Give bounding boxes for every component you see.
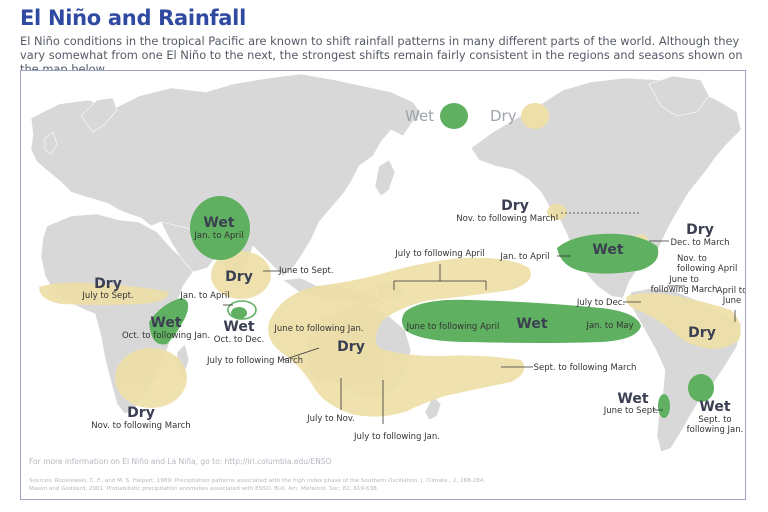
dry-area-india: [211, 251, 271, 299]
label-usa-south-wet-season-right-2: following April: [677, 264, 737, 274]
map-frame: Wet Dry Dry July to Sept. Wet Jan. to Ap…: [20, 70, 746, 500]
label-argentina-wet-season-2: following Jan.: [687, 425, 744, 435]
dry-area-indonesia-australia: [268, 257, 531, 417]
legend-dry-swatch: [521, 103, 549, 129]
wet-area-chile: [658, 394, 670, 418]
label-brazil-dry-season-2: June: [722, 296, 742, 306]
label-central-asia-wet-season: Jan. to April: [193, 231, 243, 241]
wet-area-east-africa: [149, 298, 189, 345]
label-usa-east-dry-season: Dec. to March: [671, 238, 730, 248]
label-usa-east-dry: Dry: [686, 222, 714, 238]
label-pacific-north-dry-season: July to following April: [394, 249, 485, 259]
label-usa-northwest-dry-season: Nov. to following March: [456, 214, 555, 224]
map: Wet Dry Dry July to Sept. Wet Jan. to Ap…: [29, 73, 745, 492]
legend: Wet Dry: [405, 103, 549, 129]
label-chile-wet: Wet: [617, 391, 648, 407]
label-chile-wet-season: June to Sept.: [603, 406, 659, 416]
label-south-india-wet: Wet: [223, 319, 254, 335]
label-indonesia-dry-season: June to following Jan.: [273, 324, 363, 334]
land-uk: [44, 131, 58, 155]
wet-area-central-asia: [190, 196, 250, 260]
label-australia-southeast-season: July to following Jan.: [353, 432, 440, 442]
wet-area-argentina: [688, 374, 714, 402]
label-australia-dry-season: July to following March: [206, 356, 303, 366]
source-line-1: Sources: Ropelewski, C. F., and M. S. Ha…: [29, 478, 485, 484]
wet-area-south-india: [227, 300, 257, 320]
label-central-asia-wet: Wet: [203, 215, 234, 231]
connector-australia-nw: [282, 347, 320, 361]
wet-area-pacific: [402, 299, 641, 343]
region-labels: Dry July to Sept. Wet Jan. to April Dry …: [81, 198, 745, 442]
legend-wet-swatch: [440, 103, 468, 129]
label-south-india-wet-season: Oct. to Dec.: [214, 335, 265, 345]
dry-area-southern-africa: [115, 348, 187, 408]
label-east-africa-wet-season: Oct. to following Jan.: [122, 331, 210, 341]
footer: For more information on El Niño and La N…: [29, 457, 485, 492]
label-usa-south-wet-season-left: Jan. to April: [499, 252, 549, 262]
label-central-america-season-left: July to Dec.: [576, 298, 625, 308]
land-eurasia: [30, 73, 422, 287]
label-usa-south-wet: Wet: [592, 242, 623, 258]
label-brazil-dry-season-1: April to: [717, 286, 745, 296]
land-greenland: [648, 75, 710, 117]
label-usa-south-wet-season-right-1: Nov. to: [677, 254, 707, 264]
wet-regions: [149, 196, 714, 418]
source-line-2: Mason and Goddard, 2001: Probabilistic p…: [29, 486, 379, 492]
dry-area-sahel: [39, 282, 169, 305]
dry-area-usa-northwest: [547, 204, 567, 220]
label-india-dry: Dry: [225, 269, 253, 285]
land-japan: [374, 159, 396, 197]
label-india-sri-lanka-season: Jan. to April: [179, 291, 229, 301]
label-southern-africa-dry: Dry: [127, 405, 155, 421]
dry-area-central-south-america: [626, 293, 741, 349]
label-pacific-wet: Wet: [516, 316, 547, 332]
legend-wet-label: Wet: [405, 107, 434, 125]
label-brazil-dry: Dry: [688, 325, 716, 341]
label-central-america-season-right-1: June to: [668, 275, 699, 285]
label-africa-west-dry: Dry: [94, 276, 122, 292]
wet-area-south-india-fill: [231, 307, 247, 319]
wet-area-usa-south: [557, 233, 659, 274]
label-africa-west-dry-season: July to Sept.: [81, 291, 133, 301]
label-pacific-wet-season-right: Jan. to May: [585, 321, 633, 331]
land-scandinavia: [80, 97, 118, 133]
label-indonesia-dry: Dry: [337, 339, 365, 355]
label-argentina-wet: Wet: [699, 399, 730, 415]
legend-dry-label: Dry: [490, 107, 517, 125]
label-usa-northwest-dry: Dry: [501, 198, 529, 214]
dry-regions: [39, 204, 741, 417]
label-central-america-season-right-2: following March: [651, 285, 718, 295]
connector-lines: [223, 212, 736, 424]
label-pacific-wet-season-left: June to following April: [406, 322, 500, 332]
label-pacific-south-dry-season: Sept. to following March: [534, 363, 637, 373]
label-india-dry-season: June to Sept.: [278, 266, 334, 276]
more-info-link[interactable]: For more information on El Niño and La N…: [29, 457, 332, 466]
land-new-zealand: [424, 395, 442, 421]
label-east-africa-wet: Wet: [150, 315, 181, 331]
label-southern-africa-dry-season: Nov. to following March: [91, 421, 190, 431]
page-title: El Niño and Rainfall: [20, 6, 246, 30]
label-australia-southwest-season: July to Nov.: [306, 414, 355, 424]
label-argentina-wet-season-1: Sept. to: [698, 415, 731, 425]
